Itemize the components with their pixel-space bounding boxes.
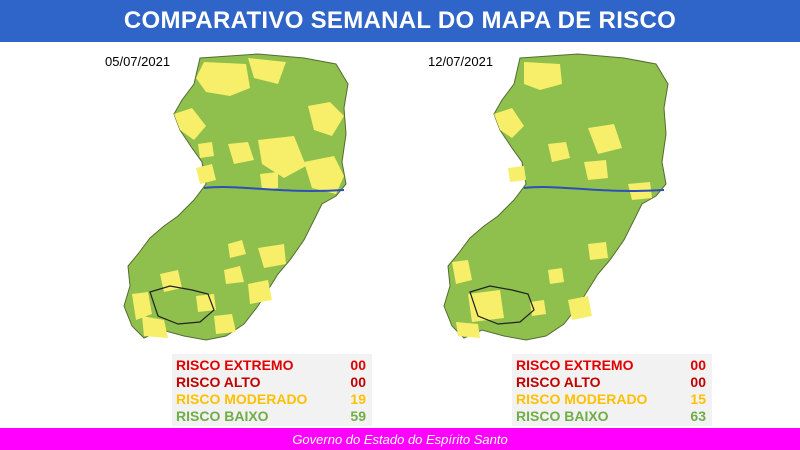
legend-value: 00	[690, 374, 706, 390]
legend-label: RISCO MODERADO	[176, 391, 308, 407]
legend-label: RISCO EXTREMO	[516, 357, 634, 373]
legend-value: 15	[690, 391, 706, 407]
risk-map-week-2	[428, 44, 688, 344]
legend-label: RISCO EXTREMO	[176, 357, 294, 373]
legend-row-baixo: RISCO BAIXO 63	[512, 408, 712, 424]
legend-row-extremo: RISCO EXTREMO 00	[512, 357, 712, 373]
legend-row-alto: RISCO ALTO 00	[172, 374, 372, 390]
legend-row-moderado: RISCO MODERADO 15	[512, 391, 712, 407]
legend-row-baixo: RISCO BAIXO 59	[172, 408, 372, 424]
legend-value: 63	[690, 408, 706, 424]
legend-value: 00	[690, 357, 706, 373]
legend-value: 00	[350, 357, 366, 373]
risk-legend-week-1: RISCO EXTREMO 00 RISCO ALTO 00 RISCO MOD…	[172, 354, 372, 426]
legend-value: 19	[350, 391, 366, 407]
legend-label: RISCO MODERADO	[516, 391, 648, 407]
page-title: COMPARATIVO SEMANAL DO MAPA DE RISCO	[0, 0, 800, 42]
legend-label: RISCO BAIXO	[176, 408, 269, 424]
risk-legend-week-2: RISCO EXTREMO 00 RISCO ALTO 00 RISCO MOD…	[512, 354, 712, 426]
espirito-santo-map-icon	[123, 53, 349, 341]
legend-label: RISCO ALTO	[516, 374, 601, 390]
legend-label: RISCO BAIXO	[516, 408, 609, 424]
legend-value: 59	[350, 408, 366, 424]
risk-map-week-1	[108, 44, 368, 344]
legend-row-extremo: RISCO EXTREMO 00	[172, 357, 372, 373]
legend-value: 00	[350, 374, 366, 390]
legend-label: RISCO ALTO	[176, 374, 261, 390]
legend-row-alto: RISCO ALTO 00	[512, 374, 712, 390]
espirito-santo-map-icon	[443, 53, 669, 341]
date-label-week-2: 12/07/2021	[428, 54, 494, 69]
legend-row-moderado: RISCO MODERADO 19	[172, 391, 372, 407]
date-label-week-1: 05/07/2021	[105, 54, 171, 69]
footer-government-label: Governo do Estado do Espírito Santo	[0, 428, 800, 450]
